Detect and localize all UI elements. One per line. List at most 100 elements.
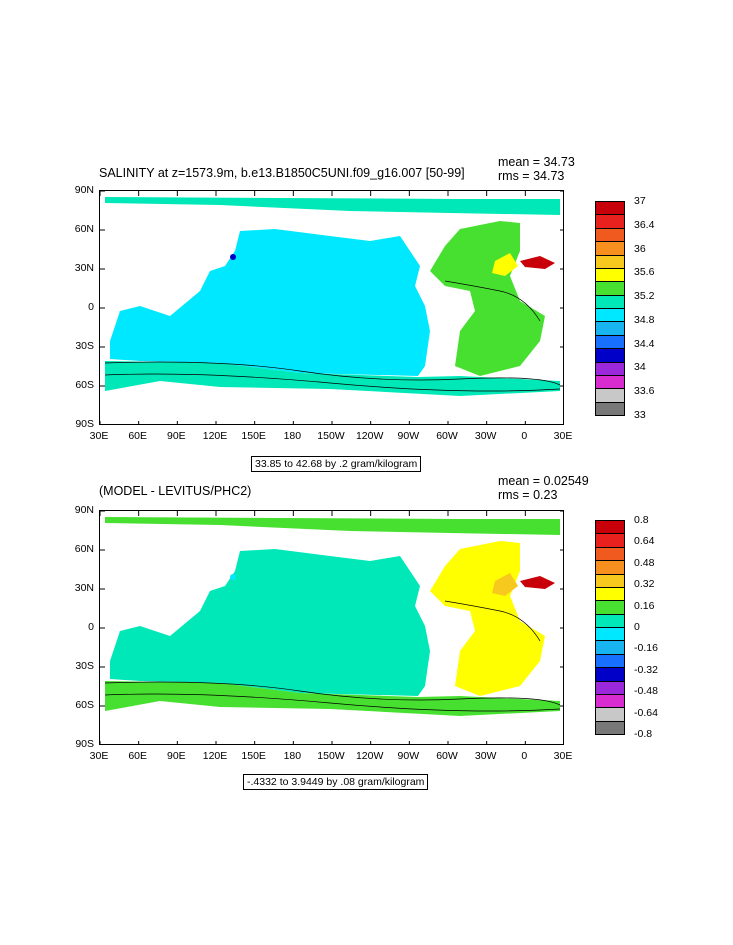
colorbar-swatch bbox=[595, 388, 625, 403]
longitude-label: 60W bbox=[436, 430, 458, 442]
latitude-label: 30S bbox=[75, 660, 94, 672]
contour-line bbox=[444, 280, 541, 322]
latitude-label: 60N bbox=[74, 223, 94, 235]
latitude-label: 30S bbox=[75, 340, 94, 352]
colorbar-swatch bbox=[595, 693, 625, 709]
latitude-label: 60S bbox=[75, 379, 94, 391]
mean-value: mean = 0.02549 bbox=[498, 474, 589, 488]
colorbar-label: 0.8 bbox=[634, 514, 649, 526]
colorbar-swatch bbox=[595, 227, 625, 243]
colorbar-label: 35.6 bbox=[634, 266, 655, 279]
colorbar-swatch bbox=[595, 308, 625, 323]
latitude-label: 60N bbox=[74, 543, 94, 555]
longitude-label: 120E bbox=[202, 750, 228, 762]
longitude-label: 150E bbox=[241, 750, 266, 762]
colorbar-swatch bbox=[595, 560, 625, 575]
panel-title: SALINITY at z=1573.9m, b.e13.B1850C5UNI.… bbox=[99, 166, 465, 180]
southern-ocean bbox=[105, 681, 560, 716]
longitude-label: 120W bbox=[355, 430, 384, 442]
colorbar-label: 35.2 bbox=[634, 290, 655, 303]
latitude-label: 30N bbox=[74, 262, 94, 274]
longitude-label: 30W bbox=[474, 430, 497, 442]
atlantic-ocean bbox=[430, 221, 545, 376]
panel-title: (MODEL - LEVITUS/PHC2) bbox=[99, 484, 252, 498]
colorbar-swatch bbox=[595, 613, 625, 628]
longitude-label: 150E bbox=[241, 430, 266, 442]
longitude-label: 60E bbox=[128, 430, 147, 442]
colorbar-label: 0.64 bbox=[634, 535, 655, 548]
colorbar-swatch bbox=[595, 707, 625, 722]
mean-value: mean = 34.73 bbox=[498, 155, 575, 169]
latitude-label: 30N bbox=[74, 582, 94, 594]
contour-info-box: 33.85 to 42.68 by .2 gram/kilogram bbox=[251, 456, 422, 472]
longitude-label: 90E bbox=[166, 430, 186, 442]
colorbar-label: 33 bbox=[634, 409, 646, 421]
colorbar-swatch bbox=[595, 640, 625, 655]
longitude-label: 30E bbox=[553, 750, 573, 762]
colorbar-swatch bbox=[595, 586, 625, 602]
sea-of-okhotsk-patch bbox=[230, 254, 236, 260]
longitude-label: 30W bbox=[474, 750, 497, 762]
latitude-label: 90N bbox=[74, 504, 94, 516]
colorbar-swatch bbox=[595, 546, 625, 562]
arctic-ocean bbox=[105, 197, 560, 215]
southern-ocean bbox=[105, 361, 560, 396]
colorbar-label: -0.32 bbox=[634, 663, 658, 676]
contour-line bbox=[104, 373, 561, 392]
latitude-label: 0 bbox=[88, 301, 94, 313]
rms-value: rms = 34.73 bbox=[498, 169, 565, 183]
colorbar-label: 36.4 bbox=[634, 218, 655, 231]
map-svg bbox=[100, 511, 563, 744]
longitude-label: 120W bbox=[355, 750, 384, 762]
mediterranean-sea bbox=[520, 256, 555, 269]
contour-line bbox=[444, 600, 541, 642]
contour-line bbox=[104, 681, 561, 706]
colorbar-label: -0.16 bbox=[634, 642, 658, 655]
colorbar-label: 36 bbox=[634, 242, 646, 255]
rms-value: rms = 0.23 bbox=[498, 488, 558, 502]
colorbar-swatch bbox=[595, 361, 625, 376]
longitude-label: 150W bbox=[317, 430, 345, 442]
sea-of-okhotsk-patch bbox=[230, 574, 236, 580]
latitude-label: 90S bbox=[75, 738, 94, 750]
colorbar-swatch bbox=[595, 520, 625, 535]
colorbar-label: -0.48 bbox=[634, 685, 658, 698]
contour-line bbox=[104, 693, 561, 712]
map-svg bbox=[100, 191, 563, 424]
colorbar-label: 37 bbox=[634, 195, 646, 207]
colorbar-swatch bbox=[595, 573, 625, 588]
longitude-label: 180 bbox=[283, 750, 302, 762]
colorbar-swatch bbox=[595, 214, 625, 229]
contour-info-box: -.4332 to 3.9449 by .08 gram/kilogram bbox=[243, 774, 429, 790]
longitude-label: 150W bbox=[317, 750, 345, 762]
colorbar-swatch bbox=[595, 653, 625, 669]
longitude-label: 120E bbox=[202, 430, 228, 442]
colorbar-swatch bbox=[595, 321, 625, 336]
colorbar-label: 33.6 bbox=[634, 385, 655, 398]
colorbar-label: 34.8 bbox=[634, 313, 655, 326]
colorbar-swatch bbox=[595, 294, 625, 309]
subtropical-patch bbox=[492, 573, 518, 596]
latitude-label: 0 bbox=[88, 621, 94, 633]
latitude-label: 90S bbox=[75, 418, 94, 430]
longitude-label: 30E bbox=[89, 750, 109, 762]
difference-map bbox=[99, 510, 564, 745]
longitude-label: 60W bbox=[436, 750, 458, 762]
subtropical-patch bbox=[492, 253, 518, 276]
colorbar-swatch bbox=[595, 254, 625, 269]
atlantic-ocean bbox=[430, 541, 545, 696]
pacific-indian-ocean bbox=[110, 549, 430, 696]
contour-line bbox=[104, 361, 561, 386]
latitude-label: 90N bbox=[74, 184, 94, 196]
colorbar-swatch bbox=[595, 348, 625, 363]
latitude-label: 60S bbox=[75, 699, 94, 711]
longitude-label: 90W bbox=[397, 750, 420, 762]
colorbar-label: 0 bbox=[634, 621, 640, 633]
colorbar-label: 34 bbox=[634, 361, 646, 374]
colorbar-label: -0.8 bbox=[634, 728, 653, 740]
longitude-label: 60E bbox=[128, 750, 147, 762]
colorbar-swatch bbox=[595, 680, 625, 695]
colorbar-label: 34.4 bbox=[634, 337, 655, 350]
longitude-label: 0 bbox=[521, 430, 528, 442]
colorbar-swatch bbox=[595, 720, 625, 735]
